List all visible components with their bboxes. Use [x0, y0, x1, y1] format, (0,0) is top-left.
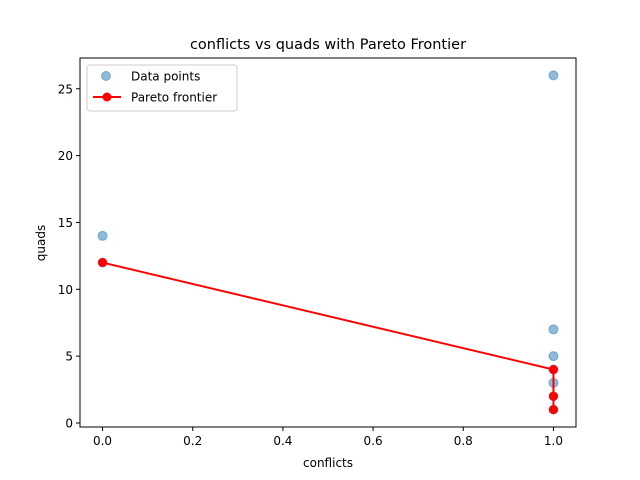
- y-tick-label: 25: [58, 82, 73, 96]
- pareto-point-2: [548, 391, 558, 401]
- y-tick-label: 5: [65, 350, 73, 364]
- x-axis: 0.0 0.2 0.4 0.6 0.8 1.0: [93, 427, 563, 448]
- axes-frame: [79, 57, 577, 428]
- legend-marker-data-points: [101, 71, 111, 81]
- legend-marker-pareto-frontier: [102, 92, 112, 102]
- pareto-point-3: [548, 405, 558, 415]
- data-point-0: [97, 230, 108, 241]
- pareto-point-0: [98, 258, 108, 268]
- data-point-2: [548, 70, 559, 81]
- legend-label-data-points: Data points: [131, 70, 200, 84]
- y-tick-label: 20: [58, 149, 73, 163]
- y-axis-label: quads: [34, 225, 48, 261]
- x-tick-label: 0.2: [183, 434, 202, 448]
- x-axis-label: conflicts: [303, 456, 353, 470]
- pareto-point-1: [548, 365, 558, 375]
- y-tick-label: 0: [65, 416, 73, 430]
- y-tick-label: 10: [58, 283, 73, 297]
- legend: Data points Pareto frontier: [86, 64, 238, 112]
- x-tick-label: 0.4: [273, 434, 292, 448]
- plot-area: [97, 70, 559, 415]
- y-tick-label: 15: [58, 216, 73, 230]
- y-axis: 0 5 10 15 20 25: [58, 82, 80, 430]
- x-tick-label: 0.6: [364, 434, 383, 448]
- x-tick-label: 0.8: [454, 434, 473, 448]
- legend-box: [86, 64, 238, 112]
- chart-title: conflicts vs quads with Pareto Frontier: [190, 37, 466, 53]
- legend-label-pareto-frontier: Pareto frontier: [131, 91, 217, 105]
- x-tick-label: 0.0: [93, 434, 112, 448]
- x-tick-label: 1.0: [544, 434, 563, 448]
- pareto-frontier-line: [102, 261, 555, 410]
- data-point-4: [548, 351, 559, 362]
- data-point-3: [548, 324, 559, 335]
